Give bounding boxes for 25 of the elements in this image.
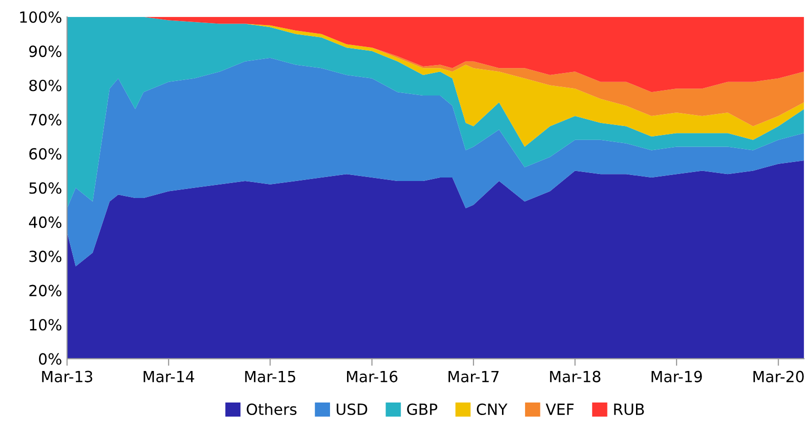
legend-label: Others [246,403,296,416]
x-tick-label: Mar-13 [42,370,92,382]
y-tick-label: 20% [29,284,62,296]
legend-label: CNY [476,403,508,416]
y-tick-label: 40% [28,216,62,228]
legend-label: VEF [546,404,574,415]
legend-label: GBP [407,403,438,416]
x-tick-label: Mar-16 [347,370,398,382]
y-tick-label: 30% [29,250,62,262]
x-tick-label: Mar-18 [550,370,600,382]
y-tick-label: 80% [29,80,62,92]
y-tick-label: 60% [29,148,62,160]
y-tick-label: 0% [38,353,62,365]
x-tick-label: Mar-17 [448,370,499,382]
x-tick-label: Mar-15 [245,370,296,382]
x-tick-label: Mar-14 [144,370,194,382]
legend-label: RUB [614,404,644,416]
x-tick-label: Mar-20 [753,370,804,382]
y-tick-label: 100% [20,11,62,23]
y-tick-label: 90% [29,46,62,58]
y-tick-label: 70% [30,114,62,126]
y-tick-label: 50% [29,182,62,194]
legend-label: USD [336,403,368,416]
y-tick-label: 10% [30,318,62,331]
x-tick-label: Mar-19 [652,370,702,382]
